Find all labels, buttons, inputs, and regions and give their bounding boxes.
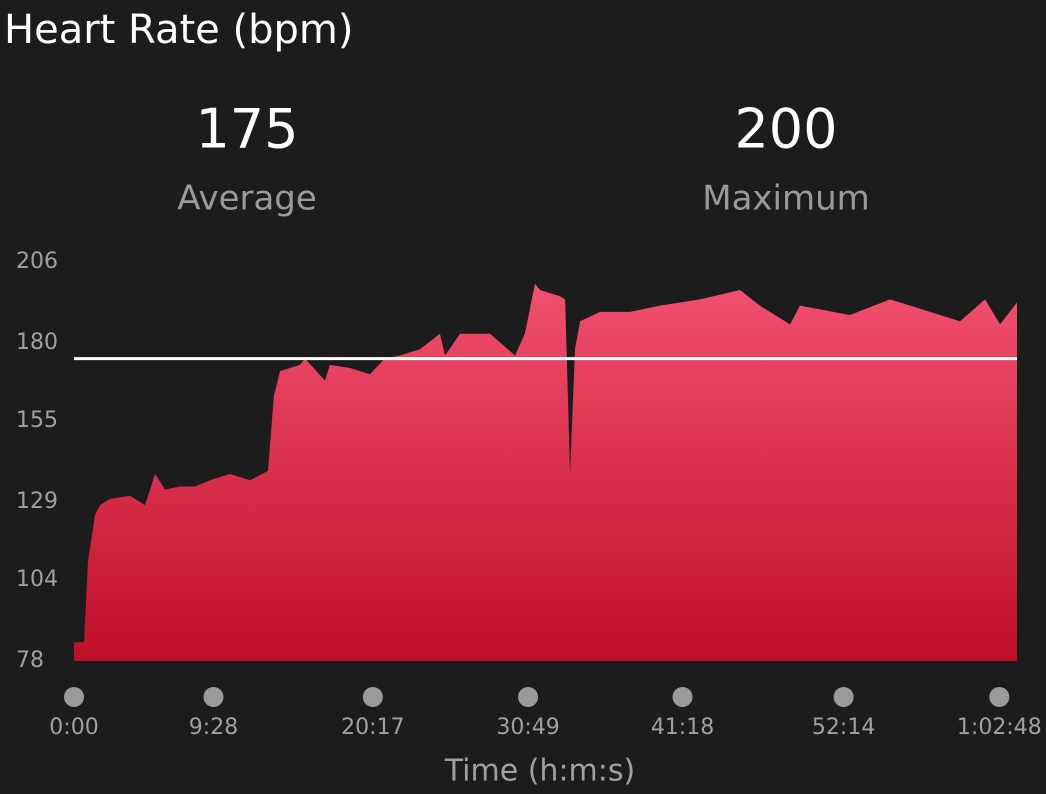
chart-title: Heart Rate (bpm) <box>4 7 353 53</box>
y-tick-label: 155 <box>16 408 58 433</box>
x-tick-dot <box>64 687 84 707</box>
y-tick-label: 129 <box>16 489 58 514</box>
heart-rate-area <box>74 283 1017 661</box>
y-tick-label: 78 <box>16 648 44 673</box>
x-tick-dot <box>672 687 693 707</box>
x-tick-dot <box>362 687 383 707</box>
x-axis-title: Time (h:m:s) <box>444 754 635 789</box>
x-tick-dot <box>989 687 1010 707</box>
x-tick-label: 1:02:48 <box>957 715 1042 740</box>
y-tick-label: 104 <box>16 567 58 592</box>
stat-value: 200 <box>734 98 837 161</box>
stat-label: Maximum <box>702 179 870 219</box>
x-tick-label: 41:18 <box>651 715 714 740</box>
stat-value: 175 <box>195 98 298 161</box>
y-tick-label: 180 <box>16 330 58 355</box>
x-tick-label: 9:28 <box>189 715 238 740</box>
stat-label: Average <box>177 179 317 219</box>
x-tick-label: 52:14 <box>812 715 875 740</box>
x-tick-label: 20:17 <box>341 715 404 740</box>
x-tick-label: 0:00 <box>49 715 98 740</box>
x-tick-dot <box>518 687 539 707</box>
x-tick-label: 30:49 <box>496 715 559 740</box>
x-tick-dot <box>833 687 854 707</box>
x-tick-dot <box>203 687 224 707</box>
y-tick-label: 206 <box>16 249 58 274</box>
